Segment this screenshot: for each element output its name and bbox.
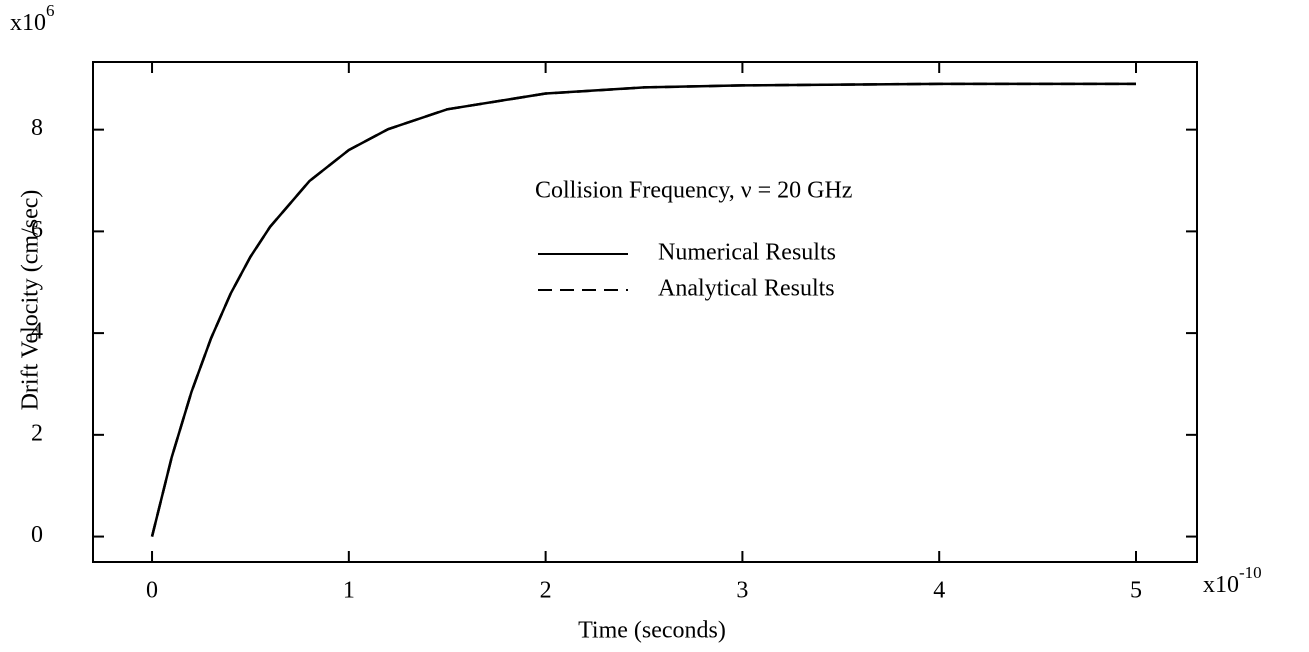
y-tick-label: 0 xyxy=(31,522,43,548)
y-multiplier-exponent: 6 xyxy=(46,1,55,20)
x-tick-label: 5 xyxy=(1130,578,1142,604)
y-axis-label: Drift Velocity (cm/sec) xyxy=(18,190,44,411)
plot-frame xyxy=(92,61,1198,563)
y-tick-label: 2 xyxy=(31,420,43,446)
legend-label: Numerical Results xyxy=(658,240,836,266)
y-tick-label: 6 xyxy=(31,217,43,243)
data-line xyxy=(150,82,1136,537)
x-multiplier-base: x10 xyxy=(1203,572,1239,598)
annotation: Collision Frequency, ν = 20 GHz xyxy=(535,178,852,204)
x-multiplier: x10-10 xyxy=(1203,563,1262,598)
x-tick-label: 3 xyxy=(736,578,748,604)
y-tick-label: 8 xyxy=(31,115,43,141)
y-tick-label: 4 xyxy=(31,319,43,345)
y-multiplier-base: x10 xyxy=(10,10,46,36)
x-tick-label: 0 xyxy=(146,578,158,604)
data-line xyxy=(150,82,1136,537)
x-axis-label: Time (seconds) xyxy=(578,618,726,644)
x-multiplier-exponent: -10 xyxy=(1239,563,1262,582)
legend-label: Analytical Results xyxy=(658,276,835,302)
x-tick-label: 1 xyxy=(343,578,355,604)
x-tick-label: 4 xyxy=(933,578,945,604)
y-multiplier: x106 xyxy=(10,1,55,36)
x-tick-label: 2 xyxy=(540,578,552,604)
